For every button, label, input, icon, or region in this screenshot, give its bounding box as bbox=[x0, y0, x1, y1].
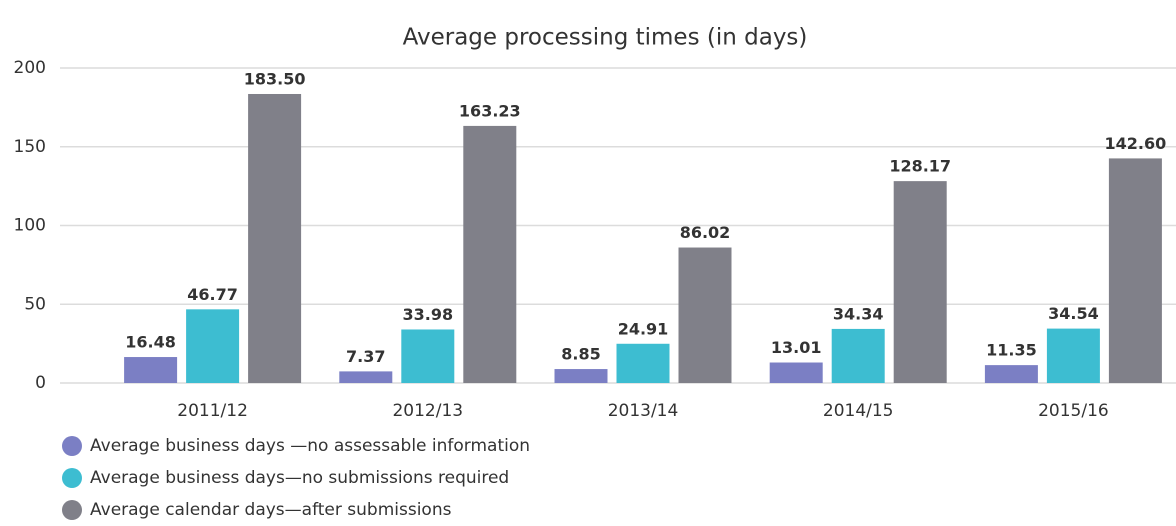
bar bbox=[984, 365, 1038, 383]
value-label: 33.98 bbox=[402, 305, 453, 324]
x-tick-label: 2013/14 bbox=[608, 401, 679, 421]
value-label: 24.91 bbox=[618, 319, 669, 338]
value-label: 11.35 bbox=[986, 341, 1037, 360]
chart-title: Average processing times (in days) bbox=[403, 25, 808, 51]
x-tick-label: 2012/13 bbox=[392, 401, 463, 421]
y-tick-label: 100 bbox=[14, 216, 46, 236]
y-tick-label: 200 bbox=[14, 58, 46, 78]
y-tick-label: 50 bbox=[24, 294, 46, 314]
bar bbox=[1046, 328, 1100, 383]
value-label: 34.34 bbox=[833, 304, 884, 323]
bar bbox=[678, 247, 732, 383]
legend-swatch bbox=[62, 468, 82, 488]
value-label: 183.50 bbox=[244, 69, 306, 88]
value-label: 34.54 bbox=[1048, 304, 1099, 323]
x-tick-label: 2011/12 bbox=[177, 401, 248, 421]
legend-label: Average calendar days—after submissions bbox=[90, 500, 452, 520]
x-tick-label: 2014/15 bbox=[823, 401, 894, 421]
y-tick-label: 0 bbox=[35, 373, 46, 393]
value-label: 7.37 bbox=[346, 347, 385, 366]
value-label: 128.17 bbox=[889, 157, 951, 176]
value-label: 8.85 bbox=[561, 345, 600, 364]
x-tick-label: 2015/16 bbox=[1038, 401, 1109, 421]
value-label: 16.48 bbox=[125, 333, 176, 352]
bar bbox=[339, 371, 393, 383]
bar bbox=[831, 328, 885, 383]
value-label: 142.60 bbox=[1105, 134, 1167, 153]
bar bbox=[124, 357, 178, 383]
legend-swatch bbox=[62, 436, 82, 456]
value-label: 13.01 bbox=[771, 338, 822, 357]
value-label: 86.02 bbox=[680, 223, 731, 242]
bar bbox=[401, 329, 455, 383]
bar bbox=[554, 369, 608, 383]
value-label: 163.23 bbox=[459, 101, 521, 120]
bar bbox=[1108, 158, 1162, 383]
y-tick-label: 150 bbox=[14, 137, 46, 157]
bar bbox=[248, 93, 302, 384]
bar bbox=[186, 309, 240, 383]
bar bbox=[769, 362, 823, 383]
legend-swatch bbox=[62, 500, 82, 520]
bar bbox=[616, 343, 670, 383]
legend-label: Average business days—no submissions req… bbox=[90, 468, 509, 488]
bar bbox=[893, 181, 947, 383]
value-label: 46.77 bbox=[187, 285, 238, 304]
bar bbox=[463, 125, 517, 383]
legend-label: Average business days —no assessable inf… bbox=[90, 436, 530, 456]
